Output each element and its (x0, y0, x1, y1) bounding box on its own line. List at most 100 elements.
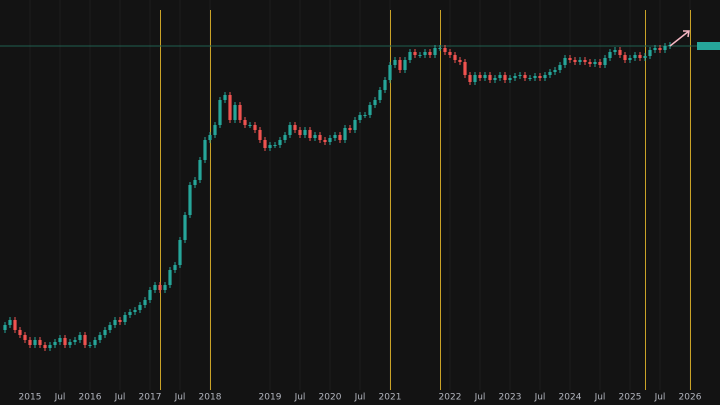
candle-body (178, 240, 182, 265)
candle-body (158, 285, 162, 290)
candle-body (473, 75, 477, 82)
candle-body (478, 75, 482, 78)
candle-body (618, 50, 622, 55)
x-tick-label: 2026 (679, 393, 702, 403)
candle-body (458, 60, 462, 62)
candle-body (98, 335, 102, 340)
x-tick-label: Jul (594, 393, 606, 403)
x-tick-label: 2020 (319, 393, 342, 403)
x-tick-label: 2015 (19, 393, 42, 403)
candle-body (468, 75, 472, 82)
candle-body (653, 48, 657, 50)
candle-body (373, 100, 377, 105)
candle-body (418, 55, 422, 56)
candle-body (138, 305, 142, 310)
candle-body (508, 78, 512, 80)
candle-body (58, 338, 62, 342)
x-tick-label: 2022 (439, 393, 462, 403)
candle-body (238, 105, 242, 120)
candle-body (493, 78, 497, 80)
candle-body (628, 58, 632, 60)
candle-body (328, 138, 332, 142)
candle-body (543, 75, 547, 78)
candle-body (38, 340, 42, 345)
candle-body (28, 340, 32, 345)
x-axis: 2015 Jul 2016 Jul 2017 Jul 2018 2019 Jul 2020 Jul 2… (19, 393, 702, 403)
candle-body (3, 325, 7, 330)
candle-body (223, 95, 227, 100)
candle-body (143, 300, 147, 305)
candle-body (323, 140, 327, 142)
candle-body (283, 135, 287, 140)
candle-body (288, 125, 292, 135)
candle-body (93, 340, 97, 345)
candle-body (73, 340, 77, 342)
candle-body (343, 128, 347, 140)
candle-body (523, 75, 527, 78)
candle-body (648, 50, 652, 56)
candle-body (403, 60, 407, 70)
x-tick-label: 2016 (79, 393, 102, 403)
candle-body (498, 75, 502, 78)
x-tick-label: 2021 (379, 393, 402, 403)
candle-body (263, 140, 267, 148)
candle-body (583, 60, 587, 62)
candle-body (643, 56, 647, 58)
x-tick-label: Jul (294, 393, 306, 403)
candle-body (438, 48, 442, 49)
candle-body (503, 75, 507, 80)
candle-body (168, 270, 172, 285)
candle-body (608, 52, 612, 58)
candle-body (338, 135, 342, 140)
candle-body (463, 62, 467, 75)
arrow (669, 30, 690, 47)
candle-body (488, 75, 492, 80)
x-tick-label: 2019 (259, 393, 282, 403)
candle-body (278, 140, 282, 145)
candle-body (118, 320, 122, 322)
candle-body (193, 180, 197, 185)
candle-body (273, 145, 277, 146)
candle-body (293, 125, 297, 130)
candle-body (388, 65, 392, 80)
candle-body (173, 265, 177, 270)
candle-body (43, 345, 47, 348)
candle-body (663, 46, 667, 50)
candle-body (198, 160, 202, 180)
x-tick-label: 2025 (619, 393, 642, 403)
candle-body (623, 55, 627, 60)
candle-body (233, 105, 237, 120)
candle-body (133, 310, 137, 312)
candle-body (563, 58, 567, 65)
candle-body (83, 335, 87, 345)
candle-body (88, 345, 92, 346)
candle-body (148, 290, 152, 300)
candle-body (268, 145, 272, 148)
candle-body (108, 325, 112, 330)
x-tick-label: 2024 (559, 393, 582, 403)
candle-body (518, 75, 522, 76)
candle-body (23, 335, 27, 340)
candle-body (588, 62, 592, 64)
candle-body (68, 342, 72, 345)
candle-body (313, 135, 317, 138)
x-tick-label: Jul (654, 393, 666, 403)
candle-body (153, 285, 157, 290)
x-tick-label: 2017 (139, 393, 162, 403)
candle-body (348, 128, 352, 130)
candle-body (208, 135, 212, 140)
candle-body (383, 80, 387, 90)
x-tick-label: Jul (354, 393, 366, 403)
candle-body (538, 76, 542, 78)
x-tick-label: Jul (174, 393, 186, 403)
candle-body (258, 130, 262, 140)
candle-body (18, 330, 22, 335)
candle-body (218, 100, 222, 125)
candle-body (553, 70, 557, 72)
candle-body (243, 120, 247, 125)
candle-body (183, 215, 187, 240)
candle-body (308, 130, 312, 138)
candle-body (48, 345, 52, 348)
candle-body (408, 52, 412, 60)
